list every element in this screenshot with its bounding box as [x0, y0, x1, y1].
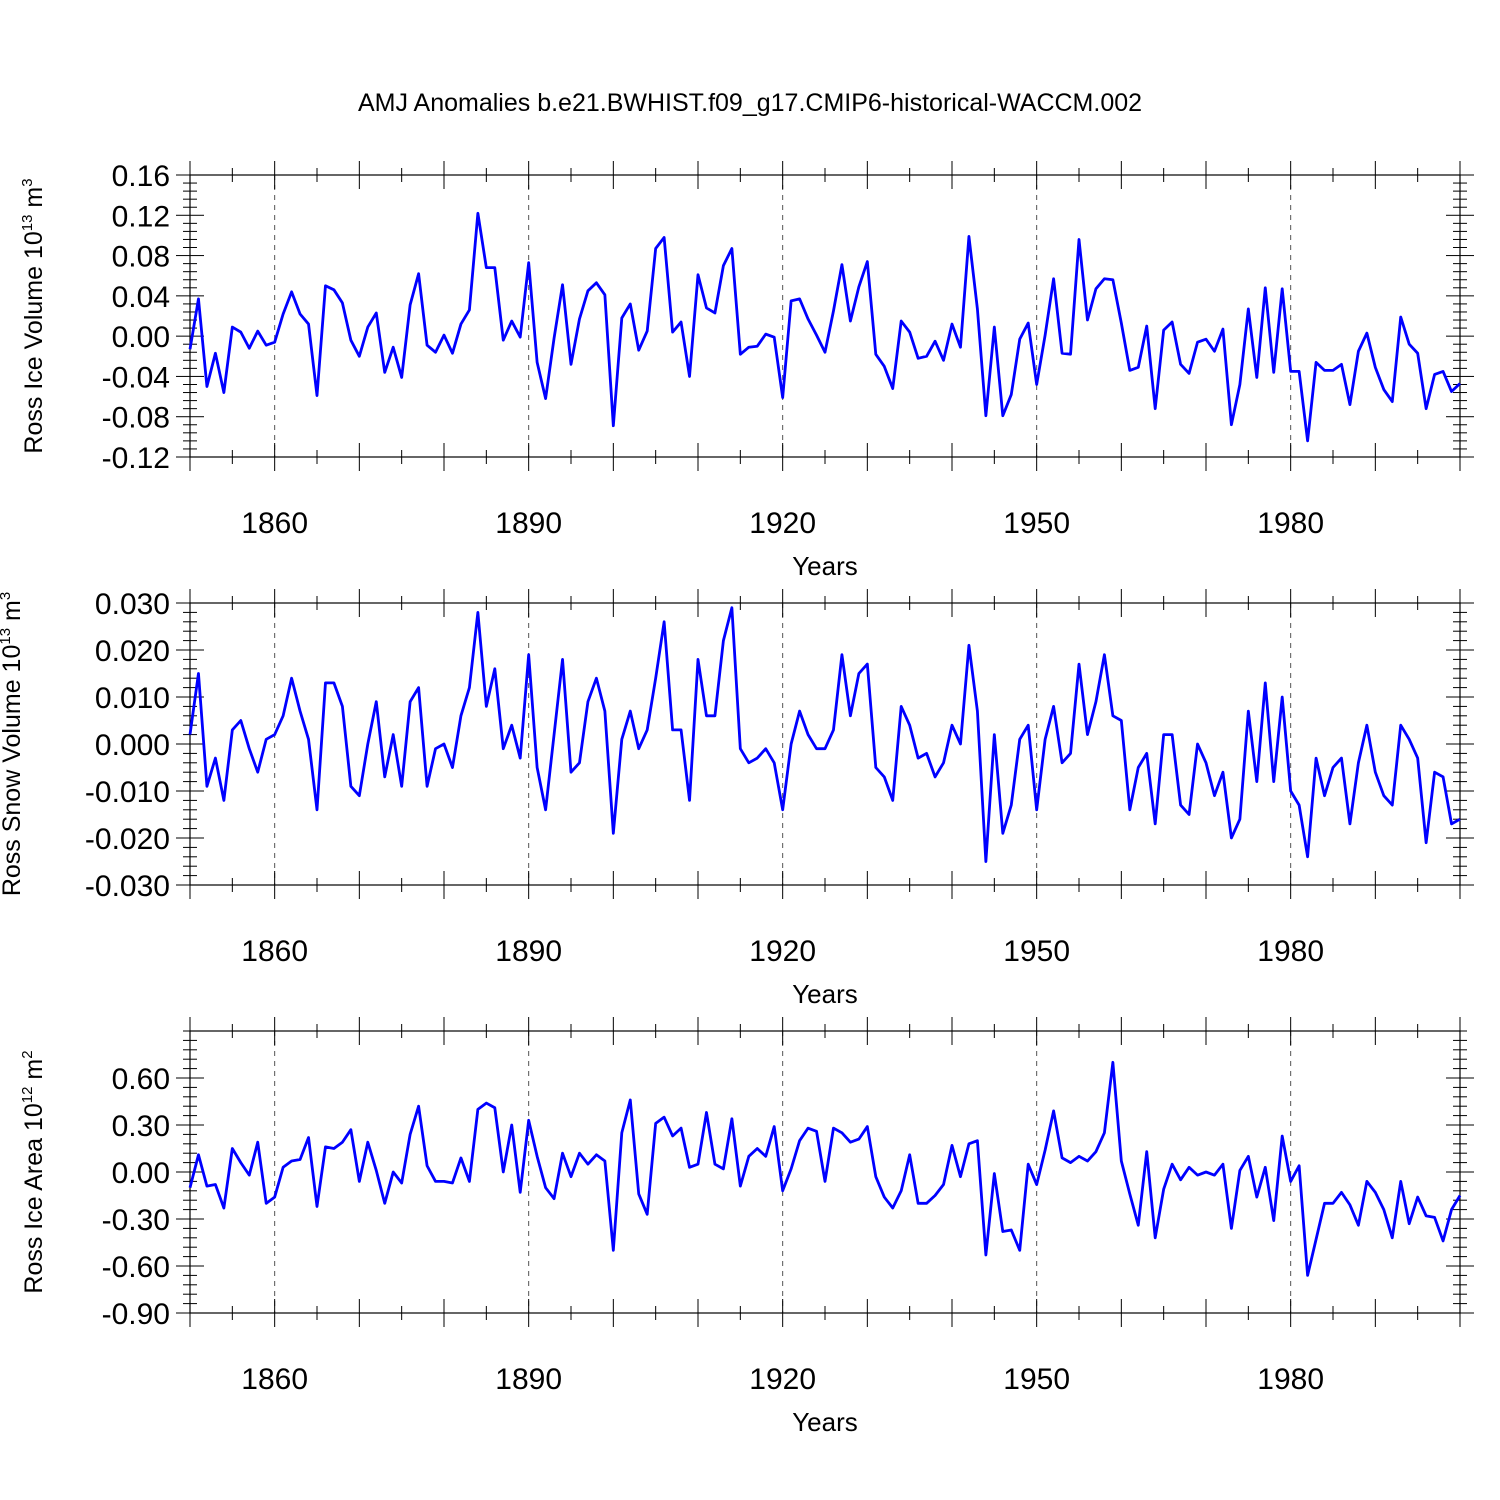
x-tick-label: 1890: [495, 1363, 562, 1396]
y-axis-label: Ross Ice Volume 1013 m3: [19, 178, 48, 453]
y-axis-label-part: m: [20, 187, 48, 215]
figure-title: AMJ Anomalies b.e21.BWHIST.f09_g17.CMIP6…: [358, 89, 1142, 117]
y-tick-label: 0.000: [95, 729, 170, 762]
x-tick-label: 1980: [1257, 1363, 1324, 1396]
y-axis-label-part: 13: [19, 215, 36, 232]
y-tick-label: -0.010: [85, 776, 170, 809]
y-tick-label: -0.12: [102, 442, 170, 475]
y-axis-label-part: 2: [19, 1050, 36, 1058]
y-axis-label-part: 3: [19, 178, 36, 186]
x-axis-label: Years: [792, 979, 858, 1009]
x-tick-label: 1860: [241, 507, 308, 540]
y-tick-label: -0.90: [102, 1298, 170, 1331]
y-tick-label: 0.16: [112, 160, 170, 193]
series-line-snow-volume: [188, 606, 1461, 863]
x-axis-label: Years: [792, 551, 858, 581]
y-tick-label: 0.60: [112, 1063, 170, 1096]
plot-frame: [189, 174, 1461, 458]
x-tick-label: 1890: [495, 935, 562, 968]
y-tick-label: 0.010: [95, 682, 170, 715]
y-axis-label: Ross Ice Area 1012 m2: [19, 1050, 48, 1293]
plot-frame: [189, 1030, 1461, 1314]
x-tick-label: 1980: [1257, 935, 1324, 968]
y-tick-label: -0.08: [102, 402, 170, 435]
y-tick-label: 0.30: [112, 1110, 170, 1143]
y-tick-label: -0.020: [85, 823, 170, 856]
x-tick-label: 1860: [241, 1363, 308, 1396]
x-tick-label: 1980: [1257, 507, 1324, 540]
y-axis-label: Ross Snow Volume 1013 m3: [0, 592, 26, 896]
x-tick-label: 1950: [1003, 1363, 1070, 1396]
y-axis-label-part: Ross Ice Area 10: [20, 1103, 48, 1293]
y-axis-label-part: m: [20, 1059, 48, 1087]
x-tick-label: 1950: [1003, 935, 1070, 968]
x-tick-label: 1950: [1003, 507, 1070, 540]
y-tick-label: -0.030: [85, 870, 170, 903]
y-axis-label-part: Ross Ice Volume 10: [20, 231, 48, 453]
y-tick-label: 0.00: [112, 321, 170, 354]
series-line-ice-area: [188, 1060, 1462, 1277]
panel-ice-volume: 1860 1890 1920 1950 1980 -0.12 -0.08 -0.04 0.00 0…: [19, 160, 1474, 581]
panel-snow-volume: 1860 1890 1920 1950 1980 -0.030 -0.020 -0.010 0.…: [0, 588, 1474, 1009]
panels: 1860 1890 1920 1950 1980-0.12-0.08-0.040.000…: [0, 160, 1474, 1437]
y-tick-label: 0.12: [112, 200, 170, 233]
y-tick-label: 0.08: [112, 241, 170, 274]
y-axis-label-part: 12: [19, 1087, 36, 1104]
y-tick-label: -0.60: [102, 1251, 170, 1284]
y-axis-label-part: m: [0, 600, 26, 628]
y-axis-label-part: 3: [0, 592, 14, 600]
y-tick-label: -0.30: [102, 1204, 170, 1237]
series-line-ice-volume: [188, 211, 1461, 443]
x-tick-label: 1860: [241, 935, 308, 968]
x-tick-label: 1890: [495, 507, 562, 540]
y-axis-label-part: Ross Snow Volume 10: [0, 645, 26, 897]
panel-ice-area: 1860 1890 1920 1950 1980 -0.90 -0.60 -0.30 0.00 0…: [19, 1017, 1474, 1437]
x-tick-label: 1920: [749, 1363, 816, 1396]
y-tick-label: 0.00: [112, 1157, 170, 1190]
y-tick-label: 0.020: [95, 635, 170, 668]
x-tick-label: 1920: [749, 935, 816, 968]
y-tick-label: -0.04: [102, 361, 170, 394]
y-axis-label-part: 13: [0, 628, 14, 645]
x-tick-label: 1920: [749, 507, 816, 540]
y-tick-label: 0.030: [95, 588, 170, 621]
x-axis-label: Years: [792, 1407, 858, 1437]
y-tick-label: 0.04: [112, 281, 170, 314]
